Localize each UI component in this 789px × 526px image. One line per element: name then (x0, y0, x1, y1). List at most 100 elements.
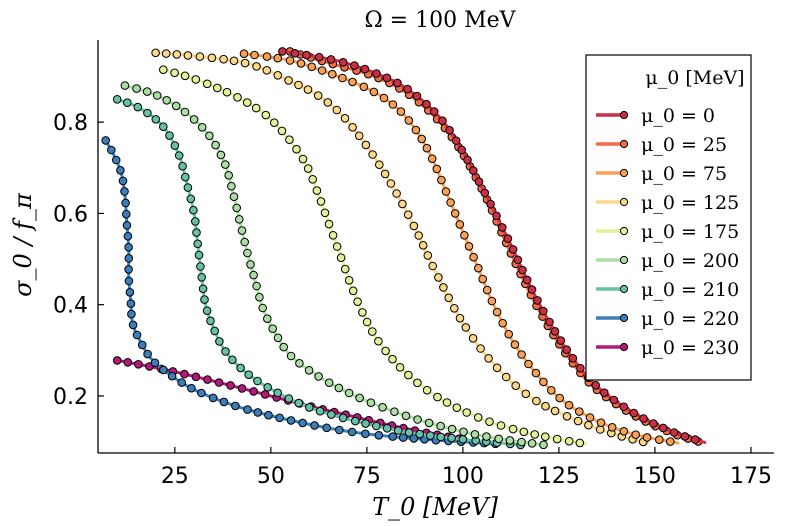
data-point (124, 265, 133, 274)
data-point (215, 337, 224, 346)
data-point (461, 323, 471, 332)
data-point (320, 208, 330, 218)
series-layer (101, 47, 707, 450)
data-point (680, 432, 690, 441)
data-point (340, 114, 350, 123)
data-point (450, 209, 460, 218)
data-point (482, 285, 492, 295)
data-point (649, 419, 658, 428)
data-point (369, 87, 379, 97)
data-point (290, 49, 300, 58)
data-point (404, 370, 413, 380)
data-point (468, 334, 478, 343)
data-point (258, 303, 268, 313)
data-point (429, 107, 439, 116)
data-point (427, 154, 437, 163)
data-point (170, 68, 179, 78)
data-point (208, 393, 218, 403)
data-point (555, 393, 565, 403)
data-point (336, 253, 346, 263)
data-point (585, 413, 595, 422)
data-point (295, 359, 304, 368)
data-point (251, 103, 261, 113)
data-point (161, 49, 171, 58)
data-point (463, 155, 472, 165)
data-point (165, 131, 174, 140)
x-tick-label: 100 (442, 464, 484, 489)
data-point (556, 336, 566, 345)
data-point (417, 134, 427, 144)
data-point (191, 372, 201, 382)
data-point (374, 431, 384, 440)
data-point (219, 54, 228, 64)
data-point (436, 432, 446, 442)
data-point (368, 327, 377, 336)
data-point (388, 100, 398, 109)
data-point (460, 231, 469, 240)
data-point (107, 145, 116, 155)
data-point (186, 194, 196, 204)
data-point (123, 98, 132, 107)
data-point (501, 372, 511, 382)
data-point (492, 307, 502, 317)
data-point (338, 73, 347, 83)
data-point (562, 345, 572, 355)
data-point (360, 64, 370, 74)
data-point (424, 418, 434, 428)
data-point (246, 260, 255, 269)
legend-marker (619, 284, 629, 294)
data-point (487, 296, 497, 306)
data-point (228, 355, 237, 365)
data-point (197, 123, 207, 132)
data-point (388, 432, 398, 441)
data-point (690, 435, 700, 444)
data-point (550, 327, 560, 336)
data-point (151, 115, 161, 124)
legend-marker (619, 226, 629, 236)
data-point (285, 135, 294, 144)
data-point (338, 413, 348, 423)
data-point (202, 306, 212, 316)
data-point (226, 381, 235, 390)
data-point (619, 427, 629, 436)
data-point (441, 187, 451, 196)
data-point (344, 276, 354, 285)
y-tick-label: 0.2 (53, 385, 88, 410)
data-point (284, 394, 294, 403)
legend-marker (619, 342, 629, 352)
data-point (270, 118, 279, 127)
y-tick-label: 0.4 (53, 294, 88, 319)
data-point (231, 401, 240, 411)
data-point (552, 434, 562, 444)
data-point (378, 403, 387, 412)
data-point (393, 426, 403, 435)
legend-label: μ_0 = 200 (641, 250, 739, 272)
series-group (278, 47, 707, 444)
data-point (575, 438, 585, 448)
data-point (351, 416, 360, 426)
data-point (202, 79, 212, 89)
data-point (314, 372, 323, 381)
data-point (324, 219, 334, 229)
data-point (167, 371, 177, 381)
data-point (492, 211, 501, 221)
data-point (260, 390, 270, 399)
data-point (458, 435, 468, 444)
data-point (125, 288, 135, 297)
data-point (211, 140, 220, 150)
x-tick-label: 75 (353, 464, 381, 489)
data-point (197, 273, 206, 282)
data-point (195, 52, 205, 61)
data-point (392, 189, 401, 198)
data-point (326, 55, 336, 64)
data-point (423, 251, 433, 260)
data-point (294, 80, 303, 90)
data-point (305, 403, 314, 412)
data-point (197, 388, 206, 398)
data-point (401, 411, 411, 421)
data-point (396, 107, 406, 116)
data-point (375, 160, 384, 169)
x-axis-label: T_0 [MeV] (372, 493, 498, 521)
data-point (374, 336, 383, 346)
data-point (361, 140, 371, 150)
